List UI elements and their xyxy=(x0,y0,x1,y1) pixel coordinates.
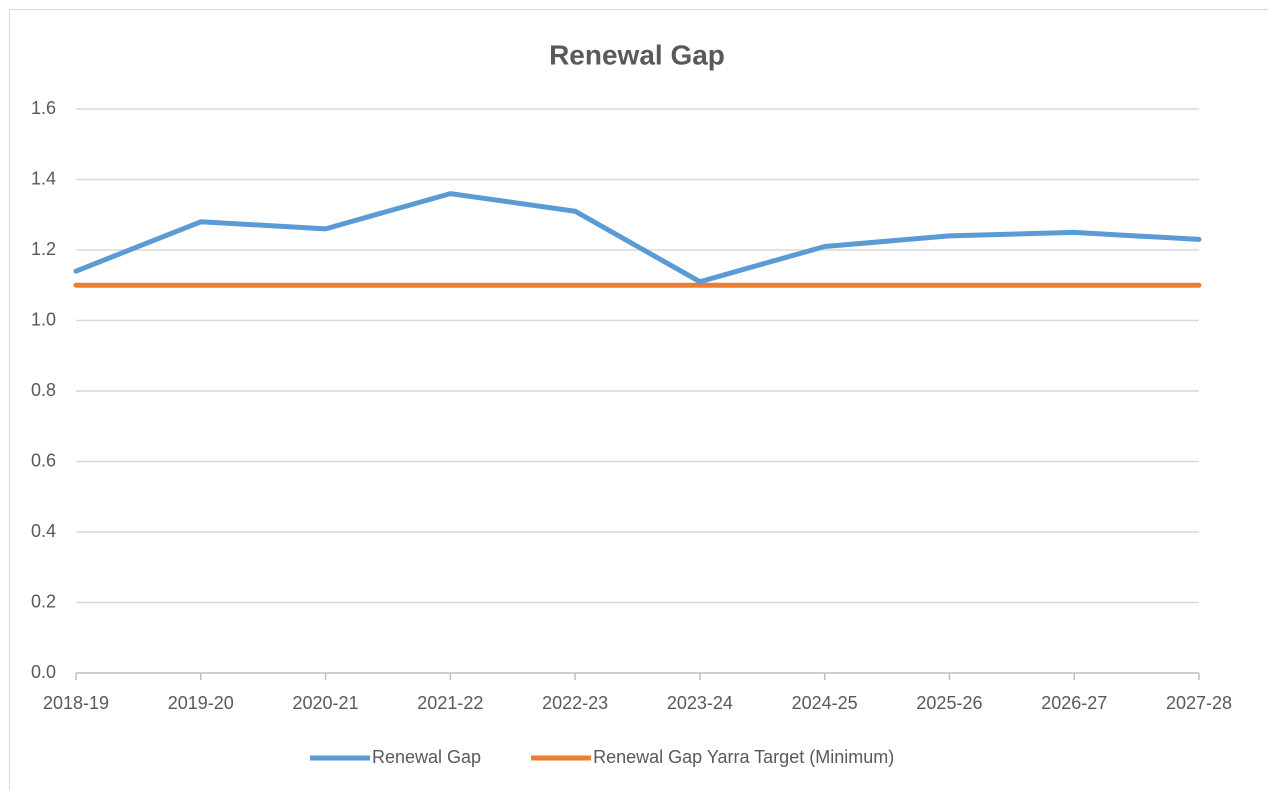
legend-label: Renewal Gap xyxy=(372,747,481,767)
y-tick-label: 0.2 xyxy=(31,591,56,611)
x-tick-label: 2020-21 xyxy=(293,693,359,713)
y-tick-label: 1.4 xyxy=(31,168,56,188)
x-tick-label: 2022-23 xyxy=(542,693,608,713)
y-tick-label: 0.4 xyxy=(31,521,56,541)
legend-label: Renewal Gap Yarra Target (Minimum) xyxy=(593,747,894,767)
x-tick-label: 2024-25 xyxy=(792,693,858,713)
x-tick-label: 2025-26 xyxy=(916,693,982,713)
chart-title: Renewal Gap xyxy=(549,39,725,70)
y-tick-label: 0.0 xyxy=(31,662,56,682)
x-tick-label: 2018-19 xyxy=(43,693,109,713)
chart-frame xyxy=(9,9,1268,790)
x-tick-label: 2023-24 xyxy=(667,693,733,713)
y-tick-label: 0.6 xyxy=(31,450,56,470)
x-tick-label: 2021-22 xyxy=(417,693,483,713)
x-tick-label: 2027-28 xyxy=(1166,693,1232,713)
data-line xyxy=(73,191,1202,285)
x-tick-label: 2019-20 xyxy=(168,693,234,713)
y-tick-label: 1.6 xyxy=(31,98,56,118)
y-tick-label: 1.2 xyxy=(31,239,56,259)
x-tick-label: 2026-27 xyxy=(1041,693,1107,713)
y-tick-label: 0.8 xyxy=(31,380,56,400)
y-tick-label: 1.0 xyxy=(31,309,56,329)
